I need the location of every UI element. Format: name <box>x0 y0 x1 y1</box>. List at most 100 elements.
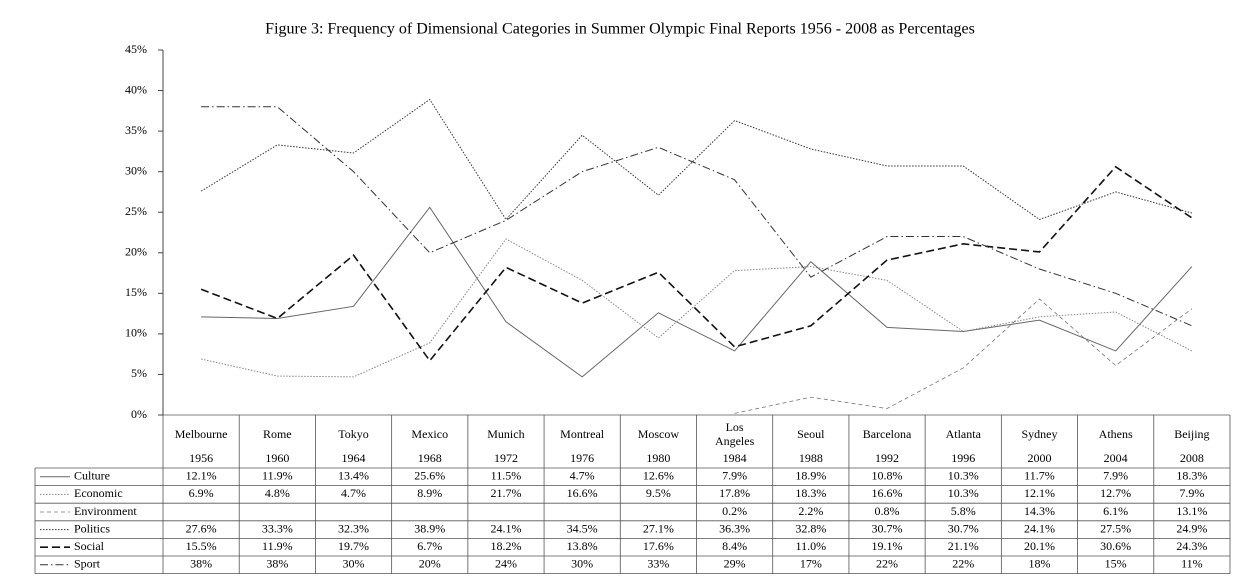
table-value: 5.8% <box>951 504 976 518</box>
x-tick-label: Sydney <box>1001 418 1077 450</box>
table-value: 24.9% <box>1176 521 1207 535</box>
table-value: 17.8% <box>719 486 750 500</box>
year-label: 1996 <box>951 451 975 465</box>
table-value: 7.9% <box>1103 469 1128 483</box>
table-value: 6.9% <box>189 486 214 500</box>
x-tick-label-box: Los Angeles <box>714 420 755 448</box>
table-value: 0.2% <box>722 504 747 518</box>
legend-label: Economic <box>74 486 123 500</box>
year-label: 1992 <box>875 451 899 465</box>
table-value: 38% <box>190 557 212 571</box>
table-value: 11.9% <box>262 539 293 553</box>
table-value: 38% <box>266 557 288 571</box>
table-value: 33% <box>647 557 669 571</box>
x-tick-label: Moscow <box>620 418 696 450</box>
table-value: 24.3% <box>1176 539 1207 553</box>
table-value: 18% <box>1028 557 1050 571</box>
x-tick-text: Munich <box>487 427 525 441</box>
table-value: 12.1% <box>1024 486 1055 500</box>
x-tick-text: Melbourne <box>174 427 228 441</box>
x-tick-label-box: Beijing <box>1154 418 1230 450</box>
year-label: 1956 <box>189 451 213 465</box>
chart-title: Figure 3: Frequency of Dimensional Categ… <box>265 21 975 38</box>
x-tick-label-box: Mexico <box>411 427 449 441</box>
year-label: 1972 <box>494 451 518 465</box>
x-tick-label: Barcelona <box>849 418 925 450</box>
year-label: 1988 <box>799 451 823 465</box>
table-value: 20% <box>419 557 441 571</box>
x-tick-label-box: Munich <box>487 427 525 441</box>
x-tick-label-box: Rome <box>262 427 292 441</box>
table-value: 20.1% <box>1024 539 1055 553</box>
x-tick-label: Atlanta <box>925 418 1001 450</box>
y-tick-label: 45% <box>125 42 147 56</box>
table-value: 12.6% <box>643 469 674 483</box>
table-value: 32.3% <box>338 521 369 535</box>
table-value: 21.7% <box>490 486 521 500</box>
year-label: 1976 <box>570 451 594 465</box>
table-value: 27.5% <box>1100 521 1131 535</box>
series-line <box>201 106 1193 327</box>
table-value: 10.3% <box>948 469 979 483</box>
table-value: 18.3% <box>795 486 826 500</box>
table-value: 16.6% <box>567 486 598 500</box>
table-value: 4.7% <box>341 486 366 500</box>
table-value: 13.8% <box>567 539 598 553</box>
table-value: 24.1% <box>490 521 521 535</box>
x-tick-text: Mexico <box>411 427 449 441</box>
table-value: 18.3% <box>1176 469 1207 483</box>
table-value: 7.9% <box>722 469 747 483</box>
table-value: 6.7% <box>417 539 442 553</box>
y-tick-label: 20% <box>125 245 147 259</box>
table-value: 11.9% <box>262 469 293 483</box>
table-value: 7.9% <box>1179 486 1204 500</box>
table-value: 15% <box>1105 557 1127 571</box>
x-tick-label: Melbourne <box>163 418 239 450</box>
x-tick-text: Los Angeles <box>714 420 755 448</box>
table-value: 16.6% <box>872 486 903 500</box>
legend-label: Social <box>74 539 105 553</box>
table-value: 38.9% <box>414 521 445 535</box>
table-value: 33.3% <box>262 521 293 535</box>
table-value: 30.6% <box>1100 539 1131 553</box>
table-value: 24% <box>495 557 517 571</box>
table-value: 24.1% <box>1024 521 1055 535</box>
table-value: 0.8% <box>875 504 900 518</box>
series-line <box>201 206 1193 378</box>
table-value: 19.7% <box>338 539 369 553</box>
table-value: 12.7% <box>1100 486 1131 500</box>
table-value: 19.1% <box>872 539 903 553</box>
series-line <box>200 238 1193 378</box>
table-value: 21.1% <box>948 539 979 553</box>
x-tick-label: Seoul <box>773 418 849 450</box>
table-value: 29% <box>724 557 746 571</box>
table-value: 30% <box>571 557 593 571</box>
x-tick-text: Rome <box>262 427 292 441</box>
x-tick-label-box: Athens <box>1099 427 1133 441</box>
y-tick-label: 15% <box>125 285 147 299</box>
table-value: 13.4% <box>338 469 369 483</box>
table-value: 13.1% <box>1176 504 1207 518</box>
table-value: 8.4% <box>722 539 747 553</box>
table-value: 18.2% <box>490 539 521 553</box>
series-line <box>200 98 1193 221</box>
x-tick-label: Beijing <box>1154 418 1230 450</box>
table-value: 11.5% <box>491 469 522 483</box>
y-tick-label: 0% <box>131 407 147 421</box>
x-tick-label-box: Atlanta <box>925 418 1001 450</box>
y-tick-label: 25% <box>125 204 147 218</box>
table-value: 11.7% <box>1024 469 1055 483</box>
table-value: 18.9% <box>795 469 826 483</box>
year-label: 1984 <box>723 451 747 465</box>
table-value: 27.1% <box>643 521 674 535</box>
y-tick-label: 40% <box>125 82 147 96</box>
y-tick-label: 30% <box>125 163 147 177</box>
x-tick-text: Tokyo <box>338 427 369 441</box>
x-tick-text: Barcelona <box>862 427 912 441</box>
table-value: 14.3% <box>1024 504 1055 518</box>
y-tick-label: 5% <box>131 366 147 380</box>
x-tick-text: Sydney <box>1021 427 1058 441</box>
table-value: 17% <box>800 557 822 571</box>
table-value: 15.5% <box>186 539 217 553</box>
